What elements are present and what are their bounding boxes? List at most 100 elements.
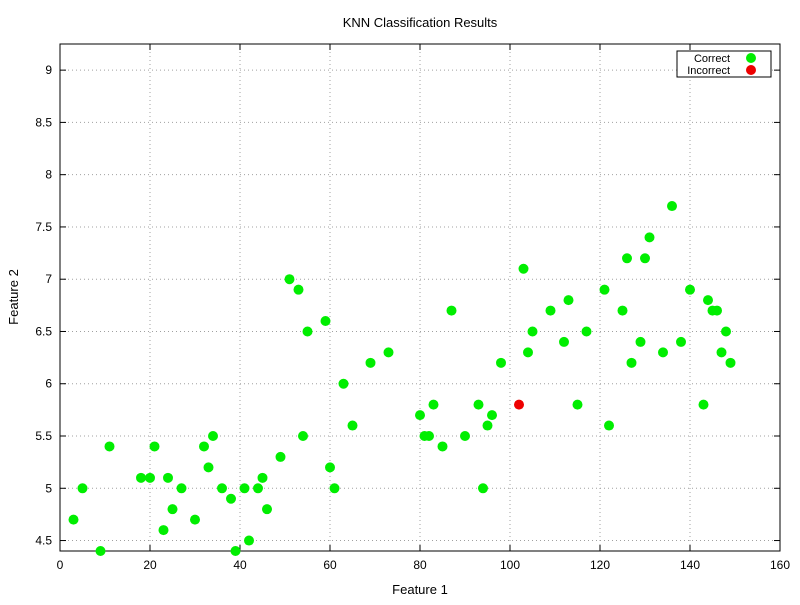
data-point-correct bbox=[167, 504, 178, 515]
data-point-correct bbox=[262, 504, 272, 515]
data-point-correct bbox=[163, 472, 173, 483]
y-tick-label: 7 bbox=[45, 272, 52, 286]
y-tick-label: 5 bbox=[45, 481, 52, 495]
x-tick-label: 80 bbox=[413, 558, 427, 572]
data-point-correct bbox=[104, 441, 115, 452]
legend-marker-incorrect bbox=[746, 65, 756, 75]
data-point-correct bbox=[208, 431, 218, 442]
x-axis-label: Feature 1 bbox=[392, 582, 448, 597]
data-point-correct bbox=[302, 326, 313, 337]
data-point-correct bbox=[698, 399, 709, 410]
legend-box bbox=[676, 50, 772, 78]
data-point-correct bbox=[136, 472, 146, 483]
data-point-correct bbox=[284, 274, 295, 285]
data-point-correct bbox=[176, 483, 187, 494]
x-tick-label: 160 bbox=[770, 558, 790, 572]
data-point-correct bbox=[487, 410, 497, 421]
data-point-correct bbox=[658, 347, 668, 358]
data-point-correct bbox=[523, 347, 533, 358]
y-tick-label: 8.5 bbox=[35, 115, 52, 129]
data-point-correct bbox=[149, 441, 160, 452]
data-point-correct bbox=[253, 483, 263, 494]
y-tick-label: 5.5 bbox=[35, 429, 52, 443]
data-point-correct bbox=[244, 535, 254, 546]
data-point-correct bbox=[716, 347, 727, 358]
data-point-correct bbox=[239, 483, 250, 494]
legend-marker-correct bbox=[746, 53, 756, 63]
data-point-correct bbox=[622, 253, 632, 264]
data-point-correct bbox=[446, 305, 457, 316]
data-point-correct bbox=[617, 305, 628, 316]
data-point-correct bbox=[424, 431, 434, 442]
y-tick-label: 9 bbox=[45, 63, 52, 77]
data-point-correct bbox=[725, 357, 736, 368]
data-point-correct bbox=[158, 525, 169, 536]
data-point-correct bbox=[293, 284, 304, 295]
x-tick-label: 20 bbox=[143, 558, 157, 572]
data-point-correct bbox=[347, 420, 358, 431]
x-tick-label: 60 bbox=[323, 558, 337, 572]
data-point-correct bbox=[68, 514, 79, 525]
data-point-correct bbox=[77, 483, 88, 494]
data-point-correct bbox=[563, 295, 574, 306]
data-point-correct bbox=[527, 326, 538, 337]
data-point-correct bbox=[518, 263, 529, 274]
data-point-correct bbox=[635, 336, 646, 347]
data-point-correct bbox=[257, 472, 268, 483]
data-point-correct bbox=[685, 284, 695, 295]
data-point-correct bbox=[473, 399, 484, 410]
data-point-correct bbox=[325, 462, 335, 473]
data-point-correct bbox=[599, 284, 610, 295]
chart-title: KNN Classification Results bbox=[343, 15, 498, 30]
data-point-correct bbox=[190, 514, 200, 525]
data-point-correct bbox=[415, 410, 425, 421]
data-point-correct bbox=[640, 253, 650, 264]
data-point-correct bbox=[581, 326, 592, 337]
data-point-correct bbox=[428, 399, 439, 410]
x-tick-label: 100 bbox=[500, 558, 520, 572]
y-tick-label: 4.5 bbox=[35, 534, 52, 548]
grid-lines bbox=[60, 44, 780, 551]
data-point-correct bbox=[226, 493, 236, 504]
legend-label-incorrect: Incorrect bbox=[687, 65, 730, 77]
x-tick-label: 120 bbox=[590, 558, 610, 572]
data-point-correct bbox=[275, 451, 286, 462]
data-point-correct bbox=[365, 357, 376, 368]
data-point-correct bbox=[460, 431, 470, 442]
data-point-correct bbox=[320, 316, 331, 327]
y-tick-label: 7.5 bbox=[35, 220, 52, 234]
data-point-correct bbox=[703, 295, 713, 306]
data-point-correct bbox=[217, 483, 227, 494]
data-point-correct bbox=[644, 232, 655, 243]
data-point-correct bbox=[338, 378, 349, 389]
y-tick-label: 8 bbox=[45, 168, 52, 182]
legend: Correct Incorrect bbox=[676, 50, 772, 78]
plot-frame bbox=[59, 43, 781, 552]
data-point-correct bbox=[496, 357, 506, 368]
data-point-correct bbox=[298, 431, 308, 442]
y-tick-label: 6.5 bbox=[35, 324, 52, 338]
x-tick-label: 140 bbox=[680, 558, 700, 572]
data-point-correct bbox=[572, 399, 583, 410]
data-point-correct bbox=[559, 336, 569, 347]
data-point-correct bbox=[230, 546, 241, 556]
data-point-correct bbox=[482, 420, 493, 431]
data-point-incorrect bbox=[514, 399, 524, 410]
data-point-correct bbox=[145, 472, 155, 483]
y-axis-label: Feature 2 bbox=[6, 269, 21, 325]
data-point-correct bbox=[712, 305, 722, 316]
data-point-correct bbox=[478, 483, 488, 494]
data-point-correct bbox=[604, 420, 614, 431]
data-point-correct bbox=[437, 441, 448, 452]
data-point-correct bbox=[626, 357, 637, 368]
legend-label-correct: Correct bbox=[694, 53, 730, 65]
data-point-correct bbox=[721, 326, 731, 337]
data-point-correct bbox=[203, 462, 214, 473]
data-point-correct bbox=[95, 546, 106, 556]
data-point-correct bbox=[199, 441, 209, 452]
data-point-correct bbox=[545, 305, 556, 316]
data-point-correct bbox=[667, 201, 677, 212]
